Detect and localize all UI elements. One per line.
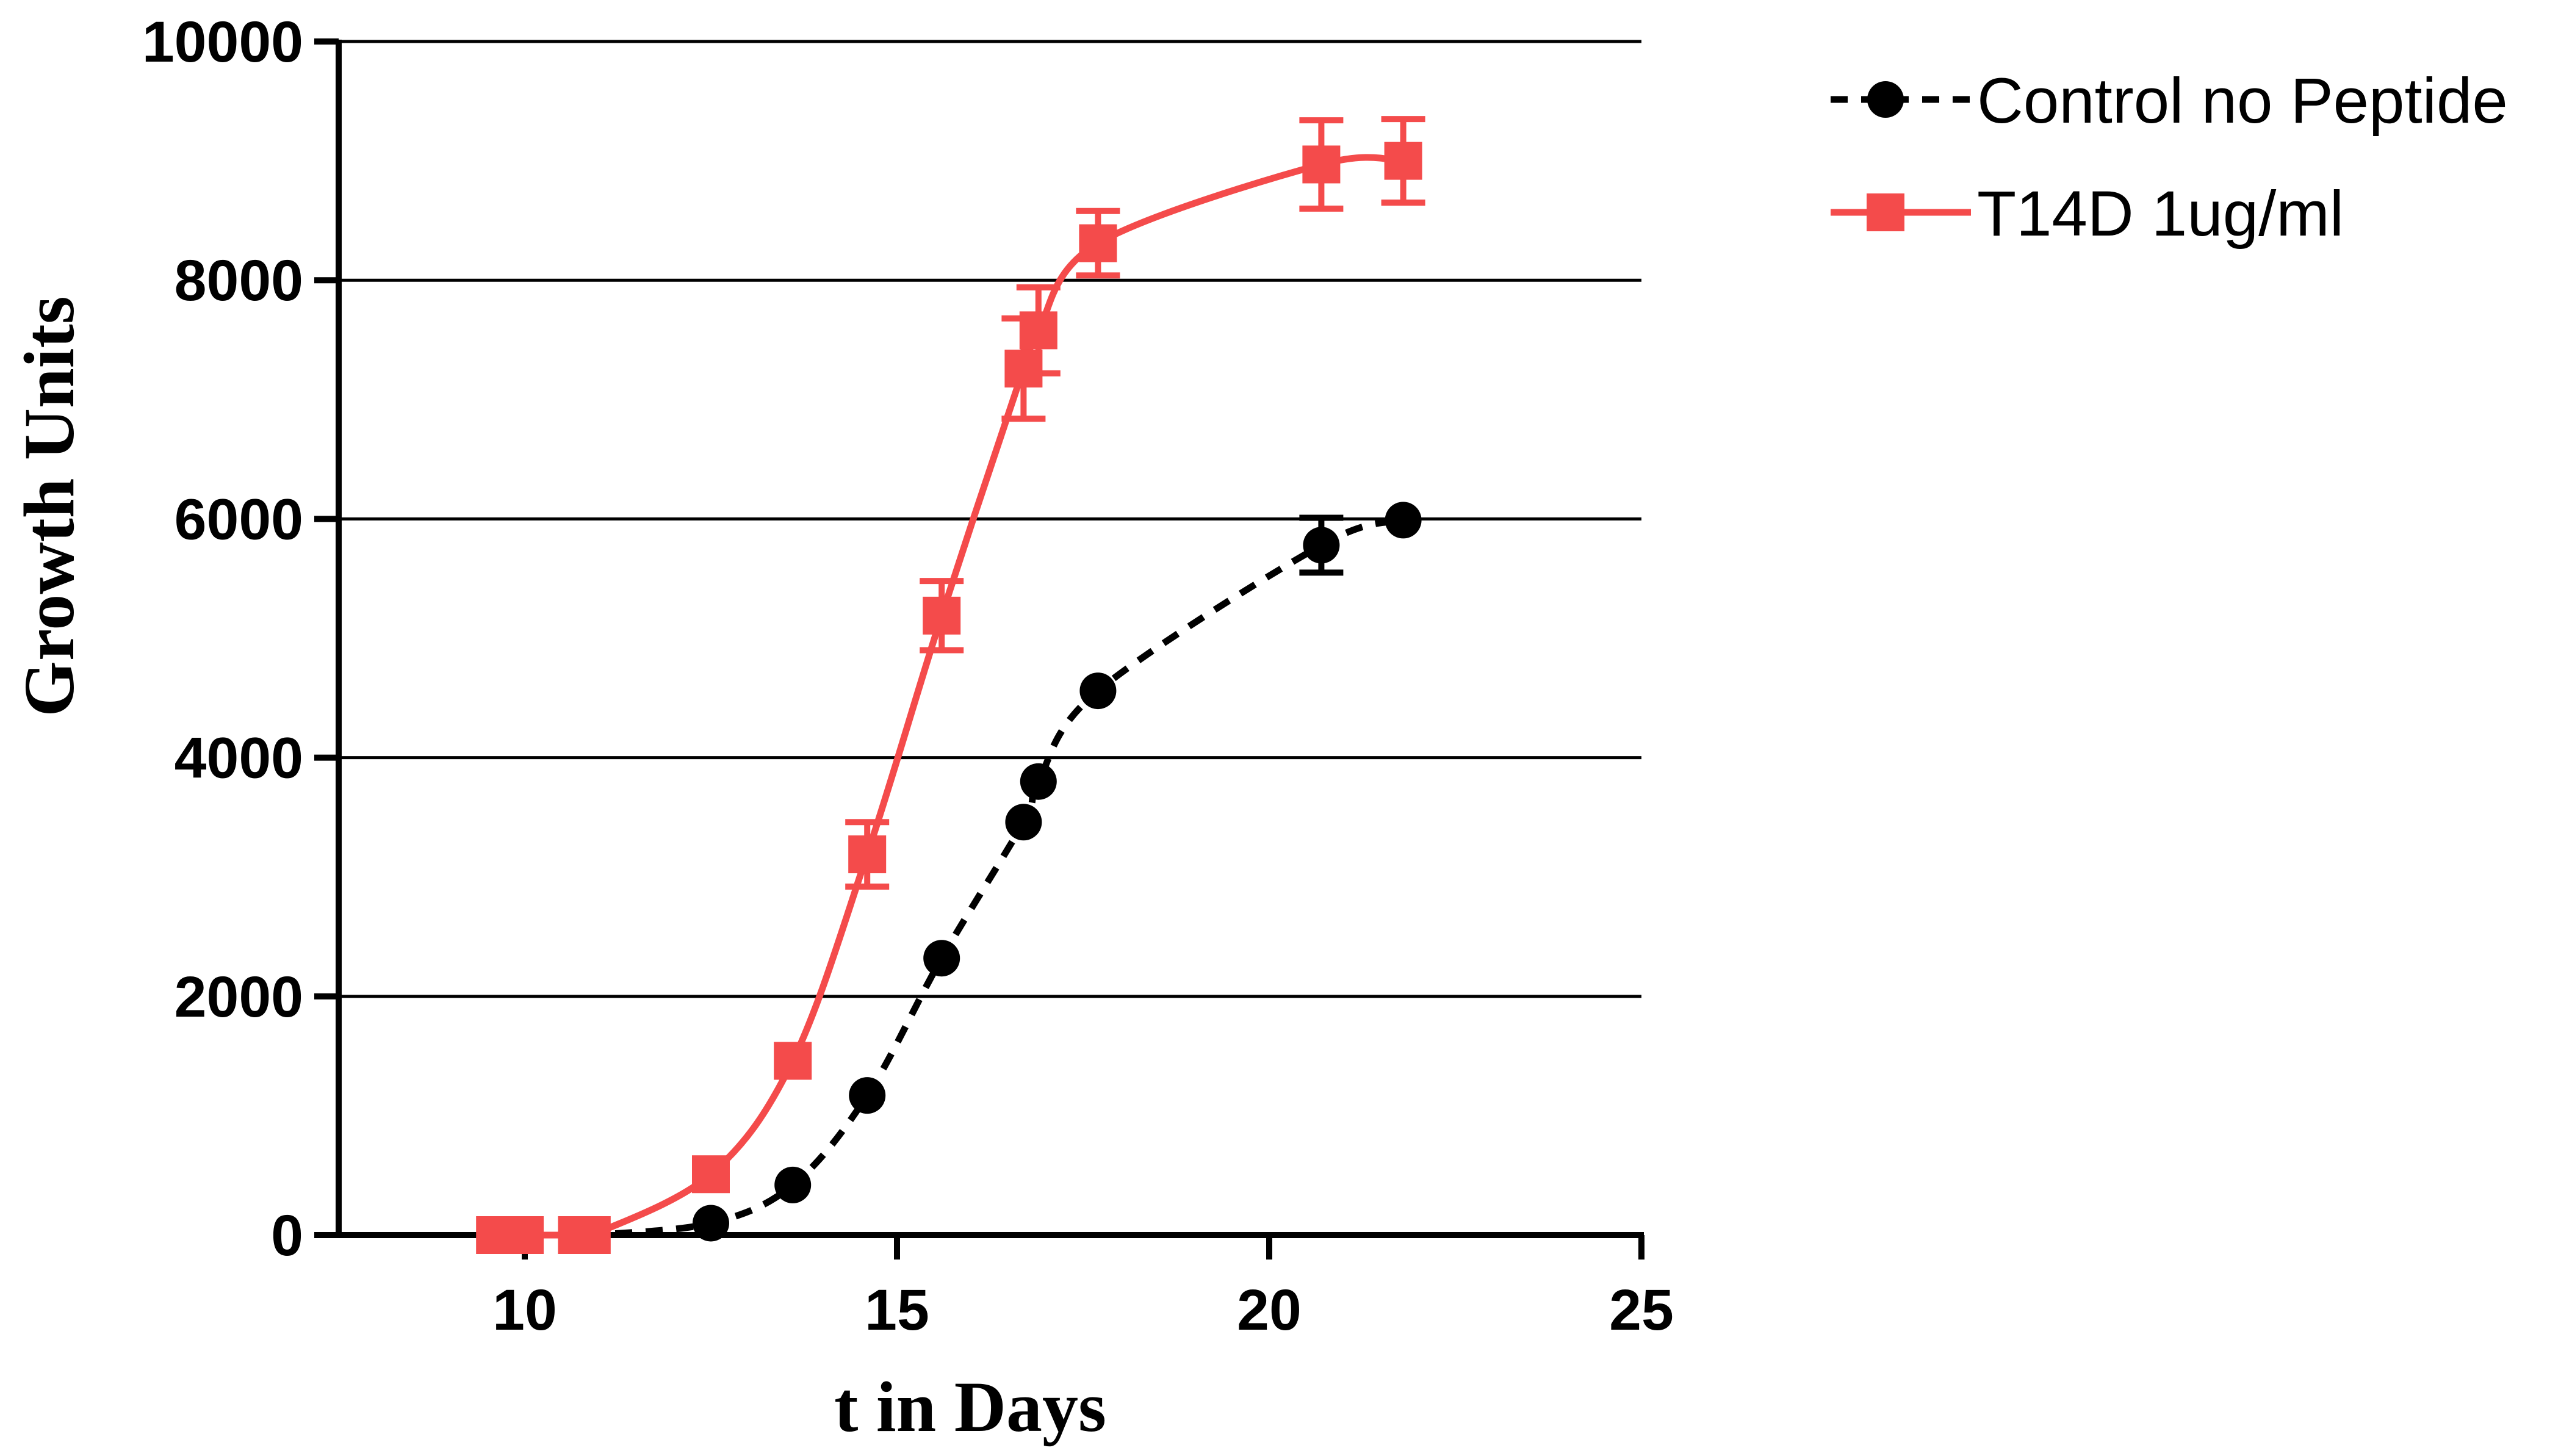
point-0-9: [1020, 763, 1057, 800]
legend-label-0: Control no Peptide: [1977, 65, 2508, 137]
x-axis-title: t in Days: [834, 1367, 1106, 1447]
point-1-7: [923, 596, 961, 635]
point-1-12: [1384, 142, 1422, 180]
point-1-3: [572, 1216, 611, 1254]
x-tick-label-10: 10: [492, 1278, 557, 1342]
series-1: [476, 116, 1425, 1254]
y-tick-label-10000: 10000: [142, 10, 303, 74]
point-0-10: [1079, 672, 1117, 710]
legend: Control no Peptide T14D 1ug/ml: [1831, 65, 2508, 250]
x-tick-label-25: 25: [1609, 1278, 1674, 1342]
legend-entry-0: Control no Peptide: [1831, 65, 2508, 137]
legend-entry-1: T14D 1ug/ml: [1831, 178, 2344, 250]
point-1-11: [1302, 145, 1341, 184]
y-tick-label-2000: 2000: [175, 965, 303, 1029]
y-tick-label-8000: 8000: [175, 248, 303, 313]
series-line-0: [495, 517, 1405, 1239]
point-0-4: [693, 1205, 729, 1242]
axes: 0 2000 4000 6000 8000 10000 10 15 20 25: [142, 10, 1674, 1342]
point-0-6: [849, 1077, 886, 1114]
point-0-12: [1385, 502, 1422, 539]
legend-marker-0: [1867, 81, 1904, 118]
point-0-5: [774, 1166, 812, 1203]
y-tick-label-4000: 4000: [175, 726, 303, 791]
point-1-4: [692, 1155, 730, 1194]
point-0-8: [1005, 804, 1042, 841]
point-1-10: [1079, 224, 1117, 262]
gridlines: [339, 40, 1641, 998]
point-1-1: [506, 1216, 544, 1254]
series-line-1: [495, 154, 1403, 1243]
point-0-11: [1303, 527, 1340, 564]
legend-marker-1: [1867, 193, 1904, 231]
x-tick-label-20: 20: [1237, 1278, 1302, 1342]
point-1-9: [1019, 311, 1057, 350]
point-1-8: [1004, 349, 1043, 387]
point-0-7: [923, 940, 960, 977]
y-tick-label-6000: 6000: [175, 487, 303, 552]
point-1-6: [848, 835, 887, 874]
x-tick-label-15: 15: [865, 1278, 929, 1342]
y-axis-title: Growth Units: [9, 296, 89, 717]
series: [476, 116, 1425, 1254]
y-tick-label-0: 0: [271, 1203, 303, 1268]
legend-label-1: T14D 1ug/ml: [1977, 178, 2344, 250]
point-1-5: [774, 1042, 812, 1080]
